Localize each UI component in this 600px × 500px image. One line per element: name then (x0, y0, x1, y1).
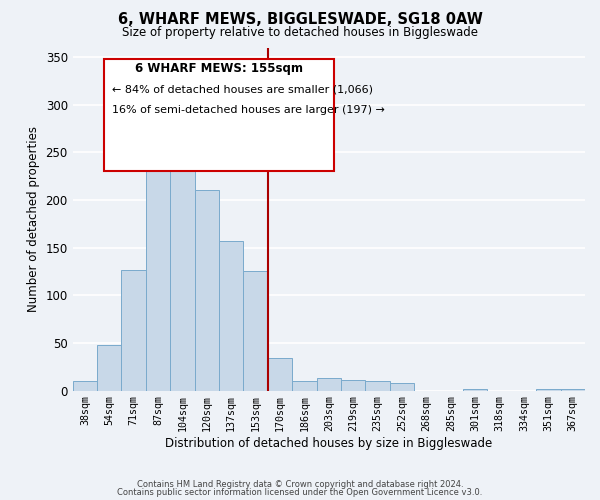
Bar (219, 241, 244, 390)
Text: Size of property relative to detached houses in Biggleswade: Size of property relative to detached ho… (122, 26, 478, 39)
Bar (292, 381, 317, 390)
Bar (365, 381, 390, 390)
Bar (463, 388, 487, 390)
Bar (536, 388, 560, 390)
Bar (268, 358, 292, 390)
Bar (97, 345, 121, 391)
Bar (170, 121, 194, 390)
Text: 16% of semi-detached houses are larger (197) →: 16% of semi-detached houses are larger (… (112, 106, 385, 116)
Text: 6 WHARF MEWS: 155sqm: 6 WHARF MEWS: 155sqm (135, 62, 303, 76)
X-axis label: Distribution of detached houses by size in Biggleswade: Distribution of detached houses by size … (165, 437, 493, 450)
Text: Contains public sector information licensed under the Open Government Licence v3: Contains public sector information licen… (118, 488, 482, 497)
Bar (560, 388, 585, 390)
Bar (194, 190, 219, 390)
Text: 6, WHARF MEWS, BIGGLESWADE, SG18 0AW: 6, WHARF MEWS, BIGGLESWADE, SG18 0AW (118, 12, 482, 28)
Bar (73, 381, 97, 390)
Bar (146, 170, 170, 390)
Text: ← 84% of detached houses are smaller (1,066): ← 84% of detached houses are smaller (1,… (112, 84, 373, 94)
FancyBboxPatch shape (104, 59, 334, 172)
Bar (317, 378, 341, 390)
Bar (121, 270, 146, 390)
Bar (341, 380, 365, 390)
Y-axis label: Number of detached properties: Number of detached properties (27, 126, 40, 312)
Bar (244, 270, 268, 390)
Bar (390, 383, 414, 390)
Text: Contains HM Land Registry data © Crown copyright and database right 2024.: Contains HM Land Registry data © Crown c… (137, 480, 463, 489)
